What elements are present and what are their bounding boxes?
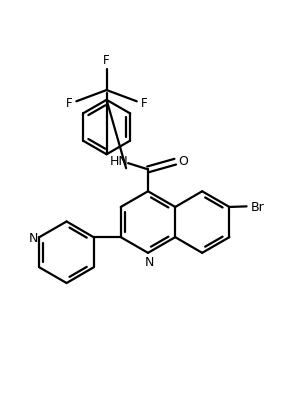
Text: N: N [29,231,38,244]
Text: F: F [66,97,72,110]
Text: O: O [178,155,189,168]
Text: N: N [145,255,154,268]
Text: F: F [103,54,110,67]
Text: F: F [141,97,147,110]
Text: Br: Br [251,200,264,213]
Text: HN: HN [110,154,129,167]
